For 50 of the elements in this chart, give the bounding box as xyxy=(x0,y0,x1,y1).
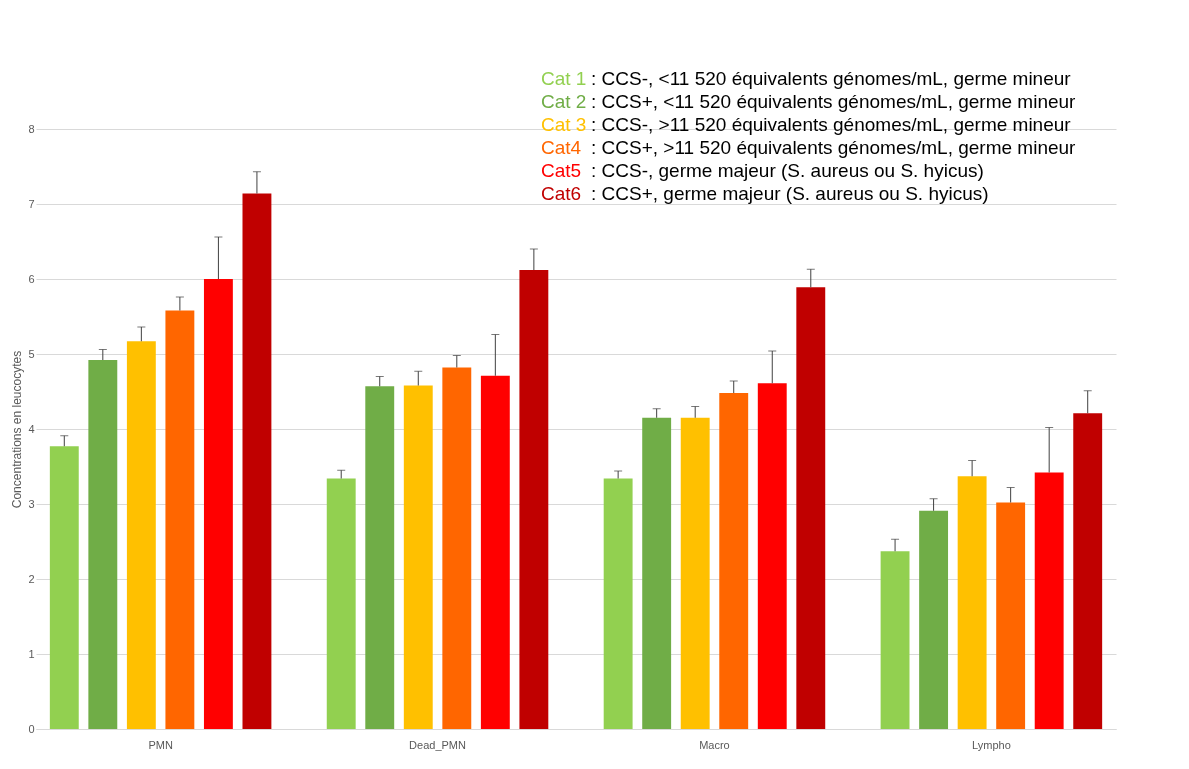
bar xyxy=(680,417,710,729)
text: : CCS+, <11 520 équivalents génomes/mL, germe mineur xyxy=(591,91,1077,112)
text: Cat5 xyxy=(541,160,582,181)
x-tick-label: Dead_PMN xyxy=(409,738,467,751)
bar xyxy=(1034,472,1064,729)
y-tick-label: 0 xyxy=(28,722,35,735)
text: Cat4 xyxy=(541,137,582,158)
text: Cat6 xyxy=(541,183,582,204)
y-tick-label: 1 xyxy=(28,647,35,660)
y-axis-title: Concentrations en leucocytes xyxy=(10,350,25,509)
y-tick-label: 7 xyxy=(28,197,35,210)
bar xyxy=(1073,413,1103,729)
bar xyxy=(996,502,1026,729)
bar xyxy=(642,417,672,729)
bar xyxy=(519,270,549,729)
y-tick-label: 5 xyxy=(28,347,35,360)
annotation: : CCS-, germe majeur (S. aureus ou S. hyicus) xyxy=(591,160,984,181)
y-tick-label: 8 xyxy=(28,122,35,135)
bar xyxy=(365,386,395,729)
text: Cat 2 xyxy=(541,91,587,112)
y-tick-label: 3 xyxy=(28,497,35,510)
x-tick-label: Lympho xyxy=(972,738,1011,751)
bar xyxy=(480,375,510,729)
annotation: : CCS+, >11 520 équivalents génomes/mL, germe mineur xyxy=(591,137,1077,158)
bar xyxy=(880,551,910,729)
bar xyxy=(442,367,472,729)
bar xyxy=(719,393,749,729)
bar xyxy=(242,193,272,729)
bar xyxy=(603,478,633,729)
bar xyxy=(126,341,156,729)
bar xyxy=(757,383,787,729)
y-tick-label: 2 xyxy=(28,572,35,585)
text: Cat 1 xyxy=(541,68,587,89)
bar xyxy=(957,476,987,729)
y-tick-label: 6 xyxy=(28,272,35,285)
x-tick-label: Macro xyxy=(699,738,730,751)
bar xyxy=(49,446,79,729)
bar xyxy=(203,279,233,729)
text: : CCS-, <11 520 équivalents génomes/mL, germe mineur xyxy=(591,68,1072,89)
bar xyxy=(165,310,195,729)
annotation: : CCS-, >11 520 équivalents génomes/mL, germe mineur xyxy=(591,114,1072,135)
bar xyxy=(88,360,118,729)
text: Cat 3 xyxy=(541,114,587,135)
x-tick-label: PMN xyxy=(148,738,173,751)
bar xyxy=(403,385,433,729)
bar xyxy=(796,287,826,729)
y-tick-label: 4 xyxy=(28,422,35,435)
bar xyxy=(326,478,356,729)
annotation: : CCS+, germe majeur (S. aureus ou S. hyicus) xyxy=(591,183,989,204)
bar xyxy=(919,510,949,729)
